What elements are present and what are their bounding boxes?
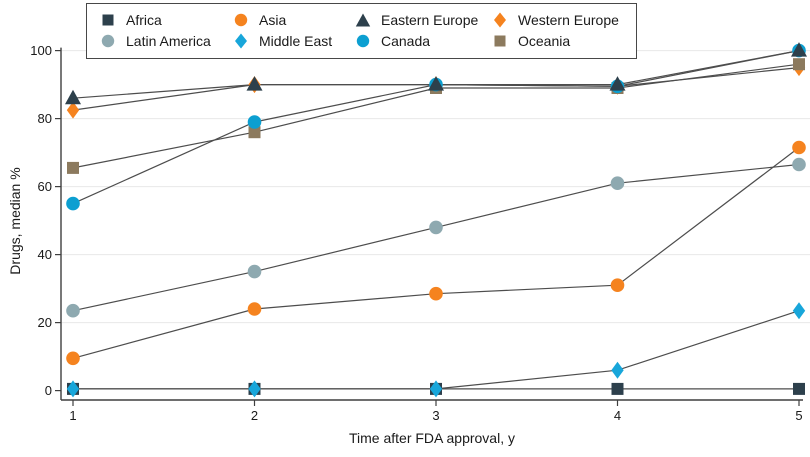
data-point-circle	[247, 115, 262, 129]
data-point-circle	[429, 220, 443, 235]
series-line	[72, 50, 800, 205]
data-point-circle	[66, 196, 80, 211]
x-tick-label: 4	[614, 408, 621, 423]
data-point-diamond	[611, 361, 624, 379]
x-tick-label: 3	[432, 408, 439, 423]
data-point-triangle	[246, 76, 263, 91]
data-point-circle	[66, 351, 80, 366]
data-point-triangle	[791, 42, 807, 57]
legend-marker-triangle	[355, 13, 371, 27]
chart-legend: Africa Asia Eastern Europe Western Europe La…	[86, 3, 637, 59]
data-point-diamond	[429, 380, 443, 398]
data-point-circle	[610, 176, 625, 190]
y-axis-title: Drugs, median %	[7, 167, 23, 275]
data-point-diamond	[792, 302, 806, 320]
x-tick-label: 2	[251, 408, 258, 423]
legend-label: Latin America	[126, 33, 211, 49]
legend-label: Middle East	[259, 33, 333, 49]
legend-item-africa: Africa	[100, 12, 233, 28]
legend-item-eastern-europe: Eastern Europe	[355, 12, 492, 28]
series-line	[72, 147, 800, 359]
data-point-circle	[66, 303, 80, 318]
data-point-circle	[792, 157, 806, 172]
legend-marker-square	[102, 14, 114, 26]
data-point-diamond	[248, 380, 261, 398]
data-point-circle	[610, 278, 625, 293]
legend-item-middle-east: Middle East	[233, 33, 355, 49]
legend-label: Western Europe	[518, 12, 619, 28]
data-point-square	[248, 126, 261, 139]
data-point-triangle	[428, 76, 444, 91]
legend-marker-circle	[356, 34, 370, 48]
data-point-circle	[247, 264, 262, 279]
legend-label: Oceania	[518, 33, 571, 49]
y-tick-label: 0	[45, 383, 52, 398]
data-point-triangle	[609, 76, 626, 91]
data-point-circle	[429, 286, 443, 301]
legend-label: Canada	[381, 33, 431, 49]
y-tick-label: 40	[38, 247, 52, 262]
legend-marker-diamond	[235, 33, 247, 49]
legend-label: Asia	[259, 12, 287, 28]
legend-marker-circle	[234, 13, 248, 27]
data-point-square	[793, 382, 805, 395]
legend-item-western-europe: Western Europe	[492, 12, 639, 28]
x-tick-label: 5	[795, 408, 802, 423]
legend-item-latin-america: Latin America	[100, 33, 233, 49]
y-tick-label: 100	[30, 43, 52, 58]
data-point-circle	[792, 140, 806, 155]
legend-marker-square	[494, 35, 506, 47]
data-point-square	[611, 382, 624, 395]
legend-item-asia: Asia	[233, 12, 355, 28]
legend-label: Africa	[126, 12, 162, 28]
data-point-diamond	[66, 101, 80, 119]
legend-label: Eastern Europe	[381, 12, 479, 28]
data-point-square	[793, 58, 805, 71]
legend-marker-circle	[101, 34, 115, 48]
data-point-square	[67, 161, 79, 174]
legend-item-canada: Canada	[355, 33, 492, 49]
x-axis-title: Time after FDA approval, y	[349, 430, 515, 446]
y-tick-label: 20	[38, 315, 52, 330]
data-point-circle	[247, 302, 262, 316]
x-tick-label: 1	[69, 408, 76, 423]
legend-item-oceania: Oceania	[492, 33, 639, 49]
legend-marker-diamond	[494, 12, 506, 28]
data-point-triangle	[65, 89, 81, 105]
y-tick-label: 80	[38, 111, 52, 126]
y-tick-label: 60	[38, 179, 52, 194]
data-point-diamond	[66, 380, 80, 398]
